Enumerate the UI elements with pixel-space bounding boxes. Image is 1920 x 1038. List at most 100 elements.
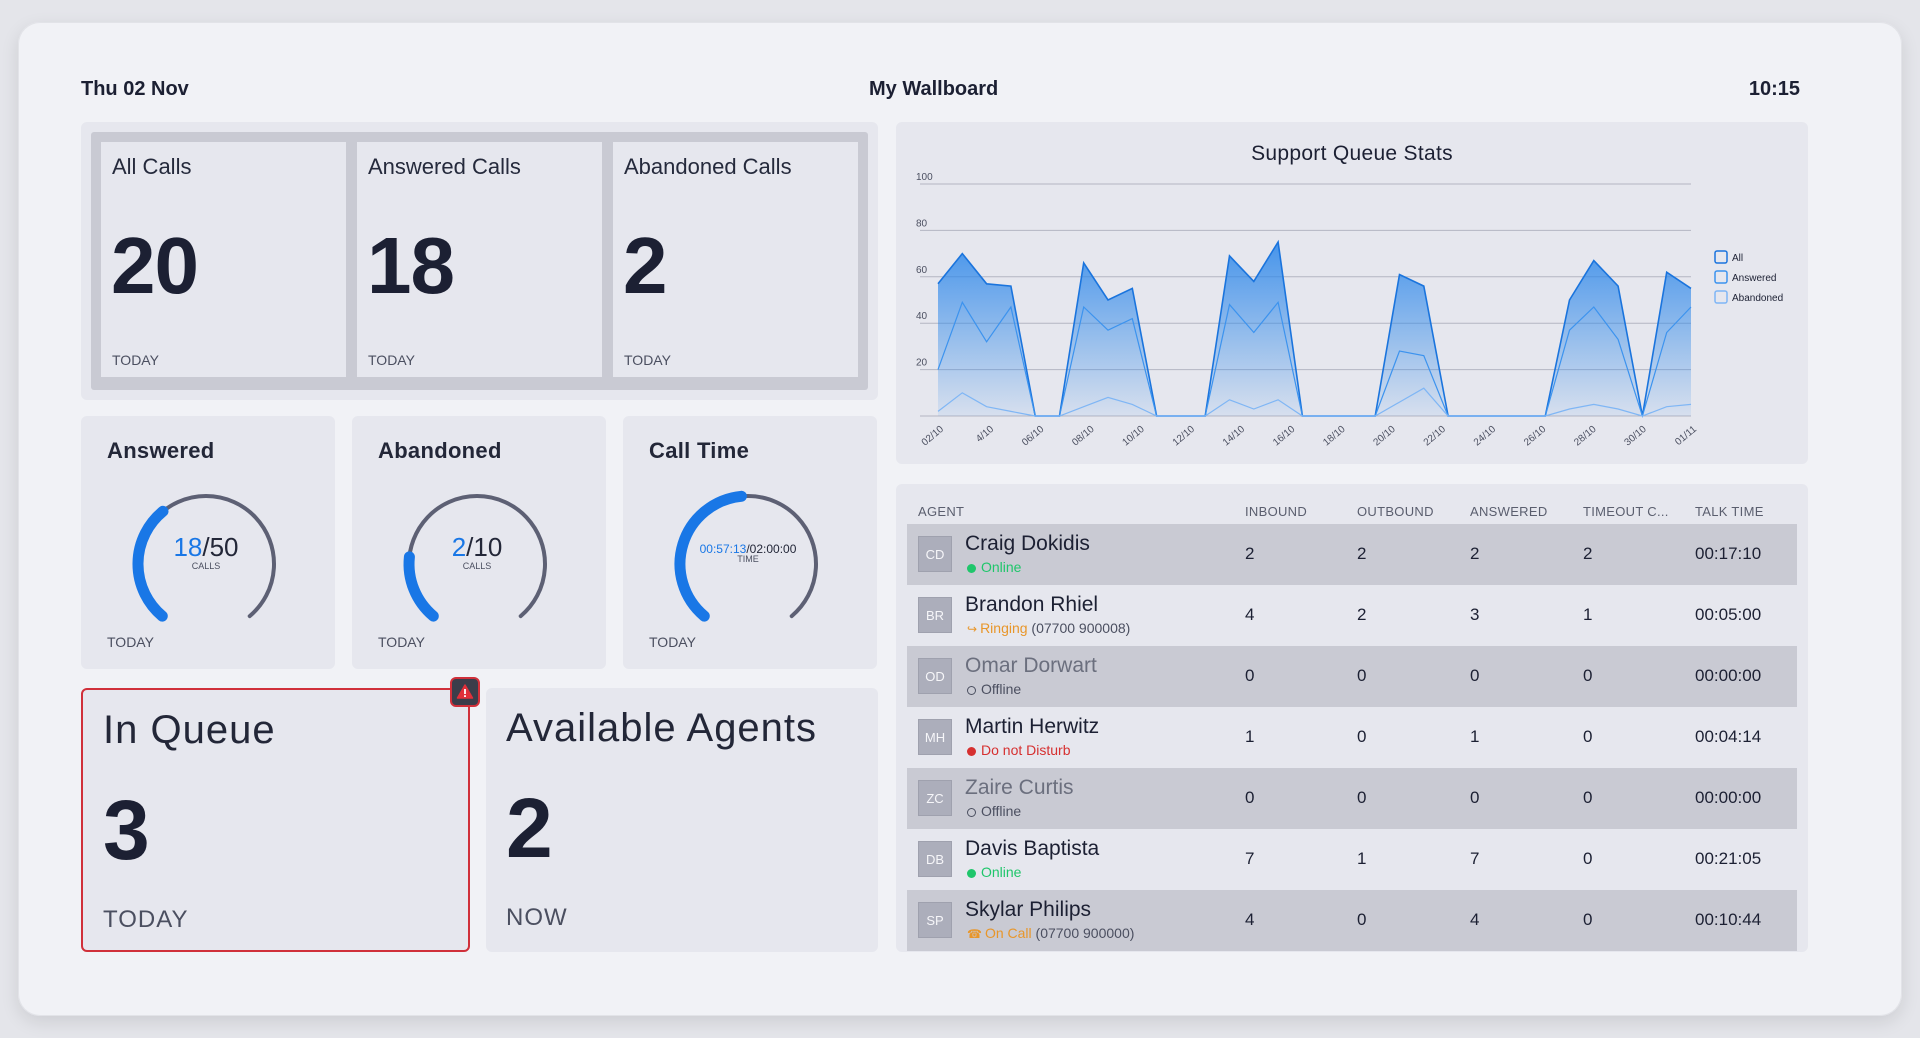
gauge-unit: CALLS xyxy=(462,561,492,571)
col-header-inbound[interactable]: INBOUND xyxy=(1245,504,1308,519)
status-text: Offline xyxy=(981,681,1022,697)
x-tick-label: 16/10 xyxy=(1271,424,1298,449)
table-row[interactable]: DB Davis Baptista Online 7 1 7 0 00:21:05 xyxy=(907,829,1797,890)
cell-timeout: 0 xyxy=(1583,788,1593,807)
gauge-label: Abandoned xyxy=(378,438,502,463)
x-tick-label: 26/10 xyxy=(1522,424,1549,449)
support-queue-chart: Support Queue Stats 100 80 60 40 20 02/10 4/10… xyxy=(896,122,1808,464)
x-tick-label: 30/10 xyxy=(1622,424,1649,449)
x-tick-label: 01/11 xyxy=(1673,424,1699,448)
in-queue-value: 3 xyxy=(103,783,150,877)
agent-name: Davis Baptista xyxy=(965,837,1100,860)
agent-name: Zaire Curtis xyxy=(965,776,1074,799)
gauge-card-call-time: Call Time 00:57:13/02:00:00 TIME TODAY xyxy=(623,416,877,669)
gauge-label: Call Time xyxy=(649,438,750,463)
page-title: My Wallboard xyxy=(869,78,999,100)
gauge-abandoned xyxy=(403,494,547,622)
stat-value: 2 xyxy=(623,221,667,310)
x-tick-label: 02/10 xyxy=(920,424,947,449)
status-text: Do not Disturb xyxy=(981,742,1071,758)
gauge-fill xyxy=(132,505,169,622)
gauge-answered xyxy=(132,494,276,622)
stat-answered-calls: Answered Calls 18 TODAY xyxy=(357,142,602,377)
gauge-period: TODAY xyxy=(649,634,696,650)
stat-period: TODAY xyxy=(112,352,159,368)
avatar: OD xyxy=(918,658,952,694)
in-queue-period: TODAY xyxy=(103,906,189,933)
gauge-value: 18/50 xyxy=(81,532,331,563)
call-stats-panel: All Calls 20 TODAY Answered Calls 18 TOD… xyxy=(81,122,878,400)
agent-status: Offline xyxy=(967,803,1021,819)
cell-answered: 3 xyxy=(1470,605,1480,624)
col-header-talk-time[interactable]: TALK TIME xyxy=(1695,504,1764,519)
warning-icon[interactable] xyxy=(450,677,480,707)
legend-label: Answered xyxy=(1732,273,1776,284)
col-header-answered[interactable]: ANSWERED xyxy=(1470,504,1548,519)
gauge-period: TODAY xyxy=(107,634,154,650)
status-dot-icon xyxy=(967,564,976,573)
col-header-timeout[interactable]: TIMEOUT C... xyxy=(1583,504,1669,519)
table-row[interactable]: MH Martin Herwitz Do not Disturb 1 0 1 0 00:04:… xyxy=(907,707,1797,768)
table-row[interactable]: CD Craig Dokidis Online 2 2 2 2 00:17:10 xyxy=(907,524,1797,585)
cell-inbound: 0 xyxy=(1245,666,1255,685)
stat-all-calls: All Calls 20 TODAY xyxy=(101,142,346,377)
available-agents-card: Available Agents 2 NOW xyxy=(486,688,878,952)
gauge-label: Answered xyxy=(107,438,215,463)
table-row[interactable]: ZC Zaire Curtis Offline 0 0 0 0 00:00:00 xyxy=(907,768,1797,829)
cell-inbound: 4 xyxy=(1245,605,1255,624)
gauge-unit: CALLS xyxy=(191,561,221,571)
cell-outbound: 0 xyxy=(1357,788,1367,807)
col-header-agent[interactable]: AGENT xyxy=(918,504,965,519)
gauge-total: /02:00:00 xyxy=(746,542,797,556)
avatar: ZC xyxy=(918,780,952,816)
cell-outbound: 0 xyxy=(1357,910,1367,929)
cell-outbound: 0 xyxy=(1357,727,1367,746)
agent-name: Omar Dorwart xyxy=(965,654,1097,677)
agent-status: ☎ On Call (07700 900000) xyxy=(967,925,1134,941)
cell-timeout: 0 xyxy=(1583,666,1593,685)
gauge-card-abandoned: Abandoned 2/10 CALLS TODAY xyxy=(352,416,606,669)
stat-period: TODAY xyxy=(624,352,671,368)
call-stats-inner: All Calls 20 TODAY Answered Calls 18 TOD… xyxy=(91,132,868,390)
agent-name: Craig Dokidis xyxy=(965,532,1090,555)
chart-plot: 100 80 60 40 20 02/10 4/10 06/10 08/10 10/10 12/10… xyxy=(916,172,1783,449)
table-row[interactable]: BR Brandon Rhiel ↪ Ringing (07700 900008) 4 2… xyxy=(907,585,1797,646)
cell-inbound: 0 xyxy=(1245,788,1255,807)
status-text: Ringing xyxy=(980,620,1028,636)
legend-swatch xyxy=(1714,250,1728,264)
gauge-current: 00:57:13 xyxy=(699,542,747,556)
cell-answered: 4 xyxy=(1470,910,1480,929)
cell-answered: 0 xyxy=(1470,788,1480,807)
x-tick-label: 4/10 xyxy=(974,424,996,445)
y-tick-label: 40 xyxy=(916,311,928,322)
table-row[interactable]: SP Skylar Philips ☎ On Call (07700 900000) 4… xyxy=(907,890,1797,951)
status-dot-icon xyxy=(967,686,976,695)
x-tick-label: 06/10 xyxy=(1020,424,1047,449)
gauge-current: 18 xyxy=(173,532,203,562)
gauge-value: 00:57:13/02:00:00 xyxy=(623,542,873,556)
cell-timeout: 2 xyxy=(1583,544,1593,563)
y-tick-label: 80 xyxy=(916,218,928,229)
y-tick-label: 60 xyxy=(916,265,928,276)
x-tick-label: 28/10 xyxy=(1572,424,1599,449)
cell-timeout: 0 xyxy=(1583,849,1593,868)
cell-talk: 00:17:10 xyxy=(1695,544,1762,563)
stat-label: Abandoned Calls xyxy=(624,154,792,179)
status-text: Online xyxy=(981,559,1022,575)
legend-label: All xyxy=(1732,253,1743,264)
col-header-outbound[interactable]: OUTBOUND xyxy=(1357,504,1434,519)
cell-inbound: 7 xyxy=(1245,849,1255,868)
agent-status: Offline xyxy=(967,681,1021,697)
agent-table: AGENT INBOUND OUTBOUND ANSWERED TIMEOUT … xyxy=(896,484,1808,952)
y-tick-label: 100 xyxy=(916,172,933,183)
cell-answered: 2 xyxy=(1470,544,1480,563)
agent-name: Skylar Philips xyxy=(965,898,1092,921)
avatar: SP xyxy=(918,902,952,938)
avatar: CD xyxy=(918,536,952,572)
status-text: On Call xyxy=(984,925,1032,941)
cell-talk: 00:00:00 xyxy=(1695,666,1762,685)
table-row[interactable]: OD Omar Dorwart Offline 0 0 0 0 00:00:00 xyxy=(907,646,1797,707)
cell-answered: 0 xyxy=(1470,666,1480,685)
cell-outbound: 0 xyxy=(1357,666,1367,685)
gauge-period: TODAY xyxy=(378,634,425,650)
